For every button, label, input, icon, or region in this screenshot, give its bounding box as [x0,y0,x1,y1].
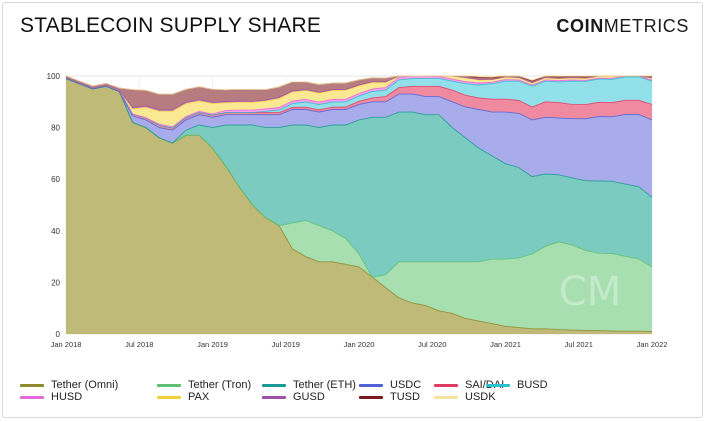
line-usdk [65,75,652,95]
x-tick-label-7: Jul 2021 [565,340,593,349]
legend-swatch [20,395,44,399]
brand-bold-text: COIN [556,16,604,36]
y-tick-label-20: 20 [51,278,60,287]
y-tick-label-80: 80 [51,124,60,133]
area-tether-eth [66,78,652,278]
legend-label: Tether (Omni) [51,379,119,391]
legend-swatch [262,395,286,399]
legend-swatch [157,383,181,387]
legend-item-usdk: USDK [434,391,496,403]
y-tick-label-40: 40 [51,227,60,236]
legend-swatch [262,383,286,387]
legend-swatch [486,383,510,387]
legend-item-gusd: GUSD [262,391,325,403]
legend-item-pax: PAX [157,391,209,403]
legend-label: USDC [390,379,422,391]
legend-item-tusd: TUSD [359,391,420,403]
legend-label: GUSD [293,391,325,403]
chart-title: STABLECOIN SUPPLY SHARE [20,14,322,37]
line-gusd [65,75,653,111]
legend-swatch [434,395,458,399]
legend-swatch [157,395,181,399]
coinmetrics-logo: COINMETRICS [556,16,689,37]
line-usdc [65,78,653,131]
x-tick-label-5: Jul 2020 [418,340,446,349]
legend-label: TUSD [390,391,420,403]
x-tick-label-0: Jan 2018 [51,340,82,349]
legend-swatch [359,383,383,387]
watermark-text: CM [559,269,621,315]
x-axis: Jan 2018 Jul 2018 Jan 2019 Jul 2019 Jan 2020… [51,340,668,349]
legend-item-busd: BUSD [486,379,548,391]
watermark: CM [559,269,621,315]
line-tether-eth [65,78,653,198]
legend-item-usdc: USDC [359,379,421,391]
legend-item-tether-tron: Tether (Tron) [157,379,251,391]
legend-label: Tether (ETH) [293,379,356,391]
y-tick-label-0: 0 [56,330,61,339]
legend-label: PAX [188,391,210,403]
stacked-area-chart: CM 0 20 40 60 80 100 Jan 2018 Jul 2018 Jan 2019… [47,72,668,349]
legend-swatch [20,383,44,387]
area-tusd [66,76,652,110]
x-tick-label-8: Jan 2022 [637,340,668,349]
area-tether-omni [66,78,652,334]
legend-item-tether-eth: Tether (ETH) [262,379,356,391]
area-usdc [66,78,652,198]
series-lines [65,75,653,332]
legend-label: HUSD [51,391,83,403]
y-axis: 0 20 40 60 80 100 [47,72,61,339]
x-tick-label-3: Jul 2019 [272,340,300,349]
x-tick-label-6: Jan 2021 [490,340,521,349]
legend-swatch [434,383,458,387]
legend-item-sai-dai: SAI/DAI [434,379,504,391]
y-tick-label-100: 100 [47,72,61,81]
legend-label: SAI/DAI [465,379,505,391]
x-tick-label-2: Jan 2019 [197,340,228,349]
x-tick-label-1: Jul 2018 [125,340,153,349]
x-tick-label-4: Jan 2020 [344,340,375,349]
legend-label: Tether (Tron) [188,379,252,391]
legend-item-tether-omni: Tether (Omni) [20,379,118,391]
line-busd [65,76,653,129]
y-tick-label-60: 60 [51,175,60,184]
legend-swatch [359,395,383,399]
area-tether-tron [66,78,652,332]
legend-label: BUSD [517,379,548,391]
line-husd [65,75,653,128]
brand-light-text: METRICS [603,16,689,36]
legend-label: USDK [465,391,496,403]
legend-item-husd: HUSD [20,391,82,403]
area-busd [66,77,652,129]
